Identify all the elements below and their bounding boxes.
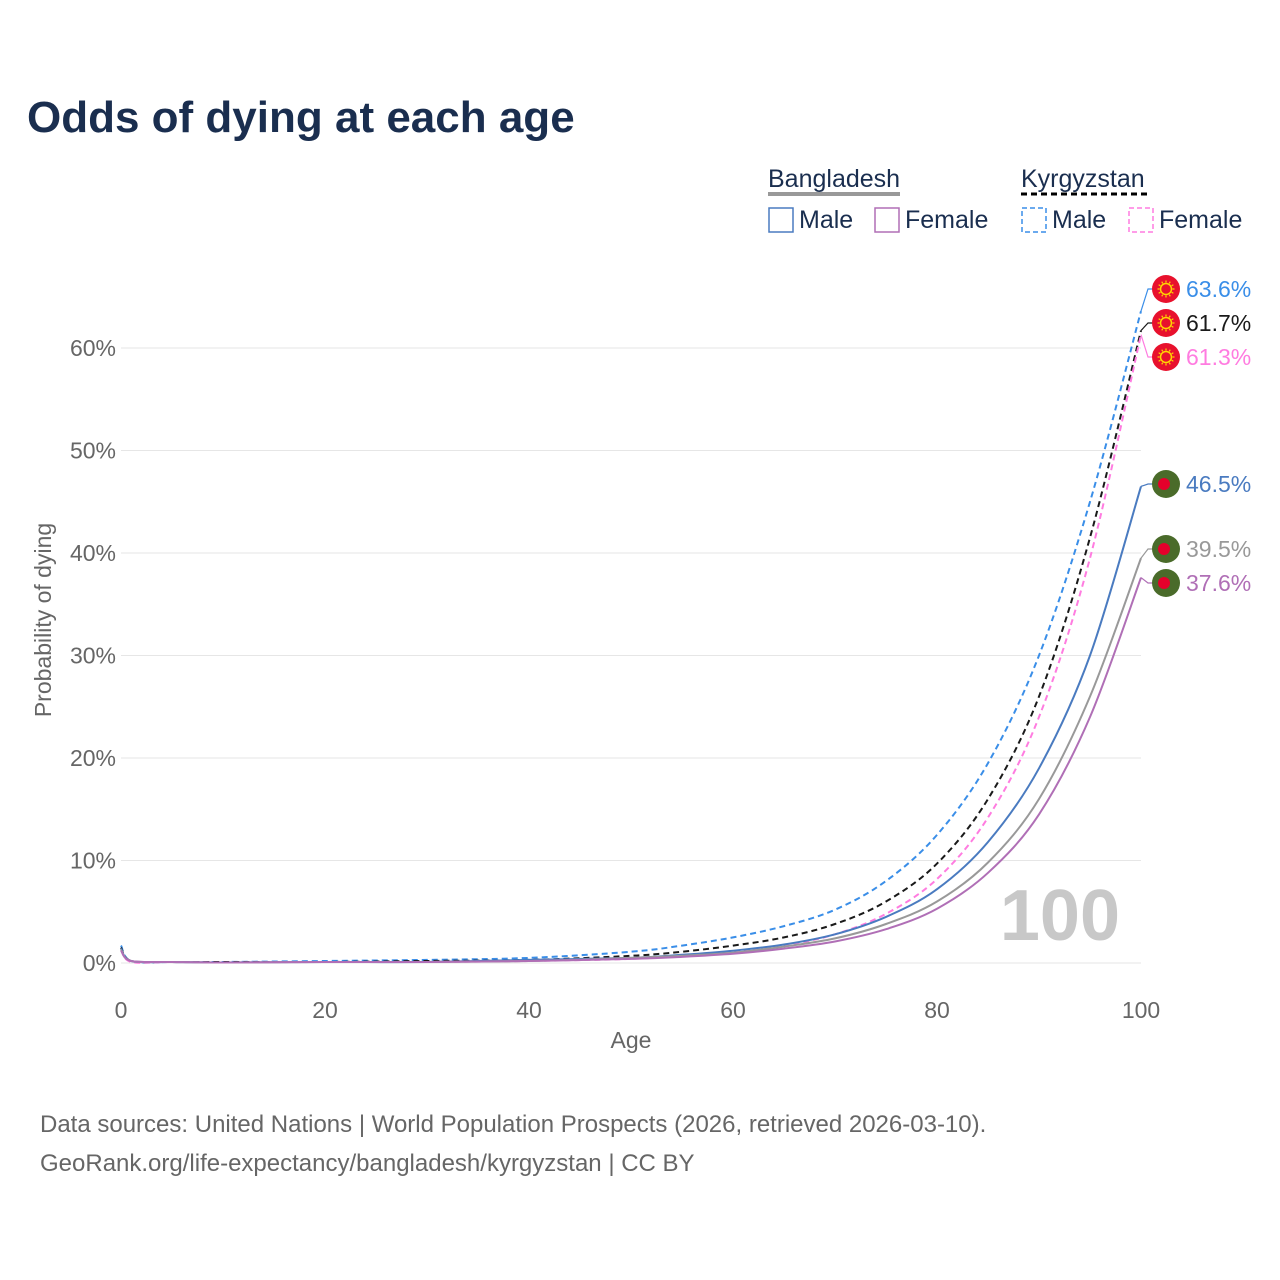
end-value-label: 37.6%	[1186, 570, 1251, 596]
x-tick-label: 0	[115, 997, 128, 1023]
x-tick-label: 60	[720, 997, 746, 1023]
end-value-label: 63.6%	[1186, 276, 1251, 302]
legend-swatch-bangladesh-female	[874, 207, 900, 233]
series-line-bangladesh-male	[120, 486, 1142, 964]
y-tick-label: 30%	[70, 643, 116, 669]
end-value-label: 46.5%	[1186, 471, 1251, 497]
y-tick-label: 10%	[70, 848, 116, 874]
x-tick-label: 100	[1122, 997, 1160, 1023]
y-axis-title: Probability of dying	[30, 523, 56, 717]
y-tick-label: 0%	[83, 950, 116, 976]
end-connector	[1140, 322, 1153, 331]
legend: Bangladesh Kyrgyzstan Male Female Male F…	[768, 165, 1242, 234]
chart-title: Odds of dying at each age	[27, 93, 575, 142]
y-tick-label: 50%	[70, 438, 116, 464]
y-tick-label: 40%	[70, 540, 116, 566]
series-line-kyrgyzstan-male	[120, 310, 1142, 964]
year-watermark: 100	[1000, 876, 1120, 956]
series-line-kyrgyzstan-female	[120, 334, 1142, 964]
y-tick-label: 60%	[70, 335, 116, 361]
x-tick-label: 40	[516, 997, 542, 1023]
x-axis-title: Age	[611, 1027, 652, 1053]
end-connector	[1140, 577, 1153, 584]
end-connector	[1140, 288, 1153, 312]
end-connector	[1140, 548, 1153, 559]
bangladesh-flag-icon	[1152, 535, 1180, 563]
legend-swatch-kyrgyzstan-female	[1128, 207, 1154, 233]
series-line-bangladesh-total	[120, 557, 1142, 964]
legend-label-bangladesh-female: Female	[905, 206, 988, 234]
source-note: Data sources: United Nations | World Pop…	[40, 1111, 986, 1138]
legend-label-kyrgyzstan-female: Female	[1159, 206, 1242, 234]
x-tick-label: 20	[312, 997, 338, 1023]
end-connector	[1140, 483, 1153, 487]
source-url: GeoRank.org/life-expectancy/bangladesh/k…	[40, 1150, 695, 1177]
legend-group-kyrgyzstan: Kyrgyzstan	[1021, 165, 1145, 193]
bangladesh-flag-icon	[1152, 569, 1180, 597]
series-line-kyrgyzstan-total	[120, 330, 1142, 964]
end-connector	[1140, 334, 1153, 358]
bangladesh-flag-icon	[1152, 470, 1180, 498]
legend-label-bangladesh-male: Male	[799, 206, 853, 234]
end-value-label: 61.3%	[1186, 344, 1251, 370]
legend-group-bangladesh: Bangladesh	[768, 165, 900, 193]
legend-swatch-bangladesh-male	[768, 207, 794, 233]
legend-swatch-kyrgyzstan-male	[1021, 207, 1047, 233]
y-tick-label: 20%	[70, 745, 116, 771]
legend-label-kyrgyzstan-male: Male	[1052, 206, 1106, 234]
kyrgyzstan-flag-icon	[1152, 275, 1180, 303]
kyrgyzstan-flag-icon	[1152, 309, 1180, 337]
end-value-label: 39.5%	[1186, 536, 1251, 562]
x-tick-label: 80	[924, 997, 950, 1023]
end-value-label: 61.7%	[1186, 310, 1251, 336]
kyrgyzstan-flag-icon	[1152, 343, 1180, 371]
series-line-bangladesh-female	[120, 577, 1142, 964]
